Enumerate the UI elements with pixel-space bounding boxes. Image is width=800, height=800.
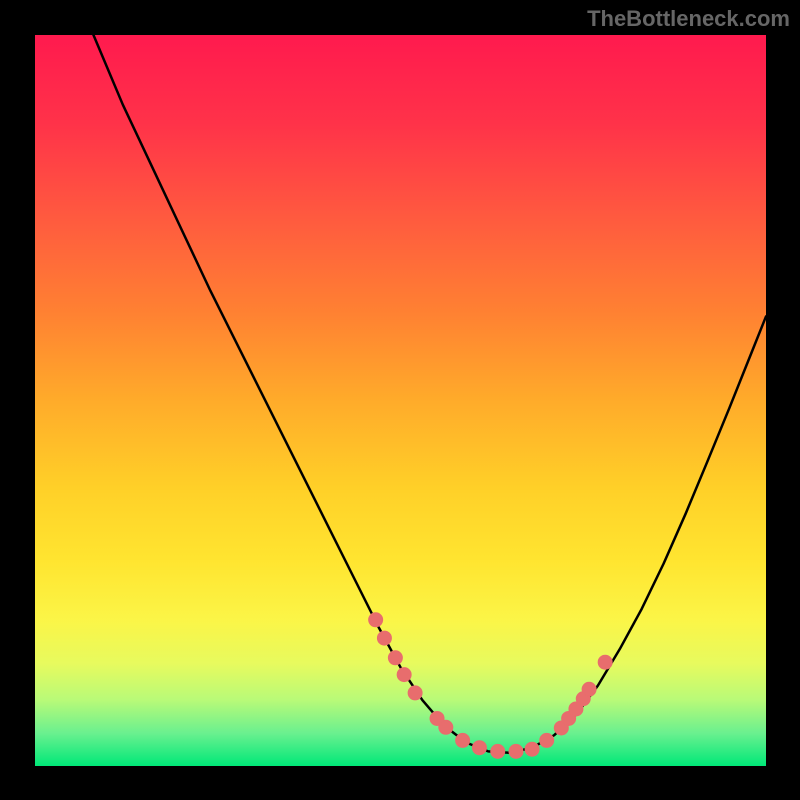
curve-marker (377, 631, 391, 645)
curve-marker (456, 733, 470, 747)
curve-marker (439, 720, 453, 734)
watermark-text: TheBottleneck.com (587, 6, 790, 32)
curve-marker (540, 733, 554, 747)
curve-marker (472, 741, 486, 755)
curve-marker (388, 651, 402, 665)
curve-marker (369, 613, 383, 627)
curve-marker (582, 682, 596, 696)
curve-marker (397, 668, 411, 682)
chart-plot-area (35, 35, 766, 766)
chart-svg (35, 35, 766, 766)
curve-marker (408, 686, 422, 700)
curve-marker (598, 655, 612, 669)
curve-marker (509, 744, 523, 758)
curve-marker (491, 744, 505, 758)
curve-marker (525, 742, 539, 756)
